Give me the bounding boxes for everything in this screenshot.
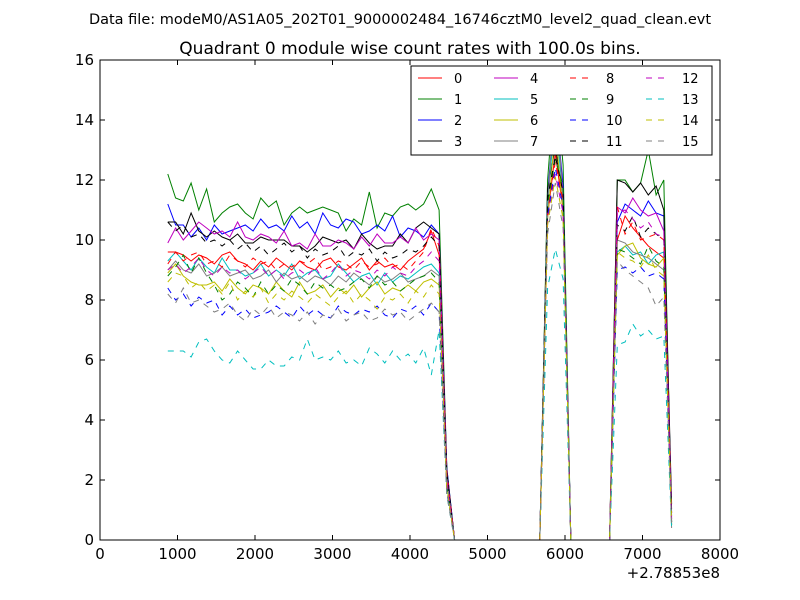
legend-label-13: 13: [682, 93, 699, 108]
legend-label-5: 5: [530, 93, 538, 108]
legend-label-9: 9: [606, 93, 614, 108]
y-tick-label: 0: [84, 531, 94, 549]
y-tick-label: 6: [84, 351, 94, 369]
x-tick-label: 5000: [468, 545, 506, 563]
legend-label-2: 2: [454, 114, 462, 129]
legend-label-6: 6: [530, 114, 538, 129]
y-tick-label: 16: [75, 51, 94, 69]
legend-label-14: 14: [682, 114, 699, 129]
y-tick-label: 14: [75, 111, 94, 129]
legend-label-11: 11: [606, 135, 623, 150]
x-tick-label: 6000: [546, 545, 584, 563]
y-tick-label: 12: [75, 171, 94, 189]
legend-label-10: 10: [606, 114, 623, 129]
x-offset-label: +2.78853e8: [627, 564, 720, 582]
x-tick-label: 1000: [158, 545, 196, 563]
tick-labels: 0 1000 2000 3000 4000 5000 6000 7000 80000246810…: [75, 51, 739, 563]
x-tick-label: 7000: [623, 545, 661, 563]
x-tick-label: 8000: [701, 545, 739, 563]
x-tick-label: 0: [95, 545, 105, 563]
y-tick-label: 2: [84, 471, 94, 489]
legend-label-4: 4: [530, 72, 538, 87]
legend-label-8: 8: [606, 72, 614, 87]
chart-suptitle: Data file: modeM0/AS1A05_202T01_90000024…: [89, 12, 711, 28]
x-tick-label: 3000: [313, 545, 351, 563]
series-line-13: [167, 248, 673, 541]
plot-frame: [99, 59, 721, 541]
y-tick-label: 8: [84, 291, 94, 309]
legend-label-1: 1: [454, 93, 462, 108]
y-tick-label: 10: [75, 231, 94, 249]
chart-title: Quadrant 0 module wise count rates with …: [179, 39, 640, 59]
x-tick-label: 2000: [236, 545, 274, 563]
legend-label-12: 12: [682, 72, 699, 87]
legend-label-15: 15: [682, 135, 699, 150]
legend-label-3: 3: [454, 135, 462, 150]
x-tick-label: 4000: [391, 545, 429, 563]
legend-box: [410, 65, 713, 156]
legend-label-0: 0: [454, 72, 462, 87]
series-line-15: [167, 182, 673, 541]
legend-label-7: 7: [530, 135, 538, 150]
y-tick-label: 4: [84, 411, 94, 429]
